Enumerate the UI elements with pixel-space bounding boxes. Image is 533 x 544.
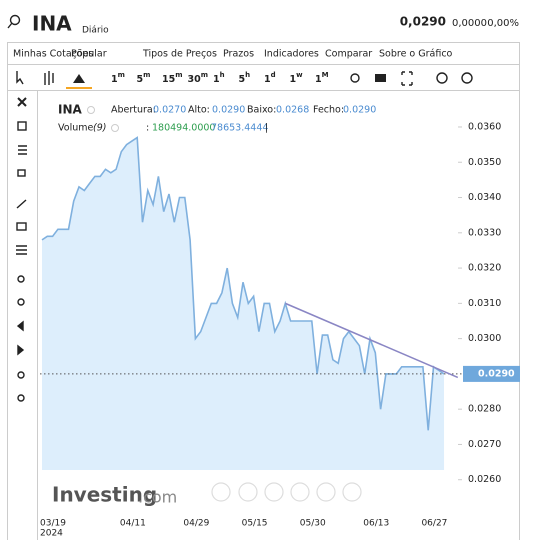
value: 0.0290 xyxy=(343,105,376,116)
y-tick-label: 0.0280 xyxy=(468,404,501,415)
interval-unit: w xyxy=(296,71,303,79)
interval[interactable]: 15m xyxy=(162,71,183,85)
interval-unit: M xyxy=(322,71,329,79)
interval-number: 30 xyxy=(188,74,202,85)
interval-unit: m xyxy=(143,71,150,79)
menu-item[interactable]: Indicadores xyxy=(264,49,319,60)
search-icon[interactable] xyxy=(9,14,21,26)
interval-number: 1 xyxy=(315,74,322,85)
side-toolbar xyxy=(7,90,38,541)
value: 0.0270 xyxy=(153,105,186,116)
symbol: INA xyxy=(32,12,72,36)
x-tick-label: 04/29 xyxy=(183,519,209,529)
interval[interactable]: 30m xyxy=(188,71,209,85)
interval-unit: h xyxy=(220,71,225,79)
legend: INA Abertura: 0.0270 Alto: 0.0290 Baixo:… xyxy=(58,103,376,134)
menu-item[interactable]: Sobre o Gráfico xyxy=(379,49,453,60)
interval[interactable]: 1w xyxy=(290,71,304,85)
y-tick-label: 0.0310 xyxy=(468,298,501,309)
menu-item[interactable]: Popular xyxy=(71,49,107,60)
interval-number: 15 xyxy=(162,74,175,85)
icon[interactable] xyxy=(87,106,95,114)
value: 0.0268 xyxy=(276,105,309,116)
x-tick-label: 06/13 xyxy=(363,519,389,529)
label: Fecho: xyxy=(313,105,344,116)
last-price-label: 0.0290 xyxy=(478,368,515,379)
brand-domain: .com xyxy=(138,488,177,507)
interval-number: 5 xyxy=(239,74,246,85)
change: 0,0000 xyxy=(452,18,487,29)
icon[interactable] xyxy=(111,124,119,132)
value: 0.0290 xyxy=(212,105,245,116)
brand: Investing xyxy=(52,483,157,507)
interval-number: 1 xyxy=(111,74,118,85)
value: 180494.0000 xyxy=(152,123,215,134)
price: 0,0290 xyxy=(400,15,446,29)
x-tick-label: 06/27 xyxy=(421,519,447,529)
toolbar xyxy=(7,64,520,91)
side-icons xyxy=(16,97,27,402)
y-tick-label: 0.0350 xyxy=(468,157,501,168)
interval-unit: m xyxy=(175,71,182,79)
search-icon xyxy=(7,22,13,29)
label: Alto: xyxy=(188,105,210,116)
y-tick-label: 0.0340 xyxy=(468,192,501,203)
label: Volume xyxy=(58,123,93,134)
x-tick-label: 03/19 xyxy=(40,519,66,529)
label: (9) xyxy=(93,123,106,134)
interval-number: 1 xyxy=(264,74,271,85)
interval[interactable]: 1h xyxy=(213,71,225,85)
change-pct: 0,00% xyxy=(487,18,519,29)
interval-number: 1 xyxy=(213,74,220,85)
interval-unit: h xyxy=(245,71,250,79)
interval[interactable]: 5h xyxy=(239,71,251,85)
y-tick-label: 0.0300 xyxy=(468,333,501,344)
label: | xyxy=(265,123,268,134)
price-line xyxy=(41,136,445,431)
y-tick-label: 0.0330 xyxy=(468,227,501,238)
watermark: Investing .com xyxy=(52,482,362,507)
y-tick-label: 0.0260 xyxy=(468,474,501,485)
y-tick-label: 0.0360 xyxy=(468,121,501,132)
interval-number: 5 xyxy=(137,74,144,85)
x-tick-label: 05/15 xyxy=(242,519,268,529)
interval-number: 1 xyxy=(290,74,297,85)
interval-unit: m xyxy=(118,71,125,79)
interval[interactable]: 1m xyxy=(111,71,125,85)
interval[interactable]: 1M xyxy=(315,71,329,85)
interval[interactable]: 5m xyxy=(137,71,151,85)
x-year-label: 2024 xyxy=(40,529,63,539)
x-tick-label: 05/30 xyxy=(300,519,326,529)
menu-item[interactable]: Minhas Cotações xyxy=(13,49,94,60)
trendline xyxy=(285,302,459,379)
y-tick-label: 0.0320 xyxy=(468,263,501,274)
menu-item[interactable]: Tipos de Preços xyxy=(142,49,217,60)
value: 78653.4444 xyxy=(211,123,268,134)
toolbar-icons xyxy=(16,71,473,89)
period: Diário xyxy=(82,26,109,36)
legend-symbol: INA xyxy=(58,103,83,117)
interval[interactable]: 1d xyxy=(264,71,276,85)
area xyxy=(42,137,445,470)
interval-unit: m xyxy=(201,71,208,79)
last-price-box xyxy=(463,365,520,382)
y-tick-label: 0.0270 xyxy=(468,439,501,450)
label: Baixo: xyxy=(247,105,276,116)
interval-unit: d xyxy=(271,71,276,79)
menu-item[interactable]: Prazos xyxy=(223,49,254,60)
label: Abertura: xyxy=(111,105,156,116)
label: : xyxy=(146,123,149,134)
menu-item[interactable]: Comparar xyxy=(325,49,372,60)
x-tick-label: 04/11 xyxy=(120,519,146,529)
